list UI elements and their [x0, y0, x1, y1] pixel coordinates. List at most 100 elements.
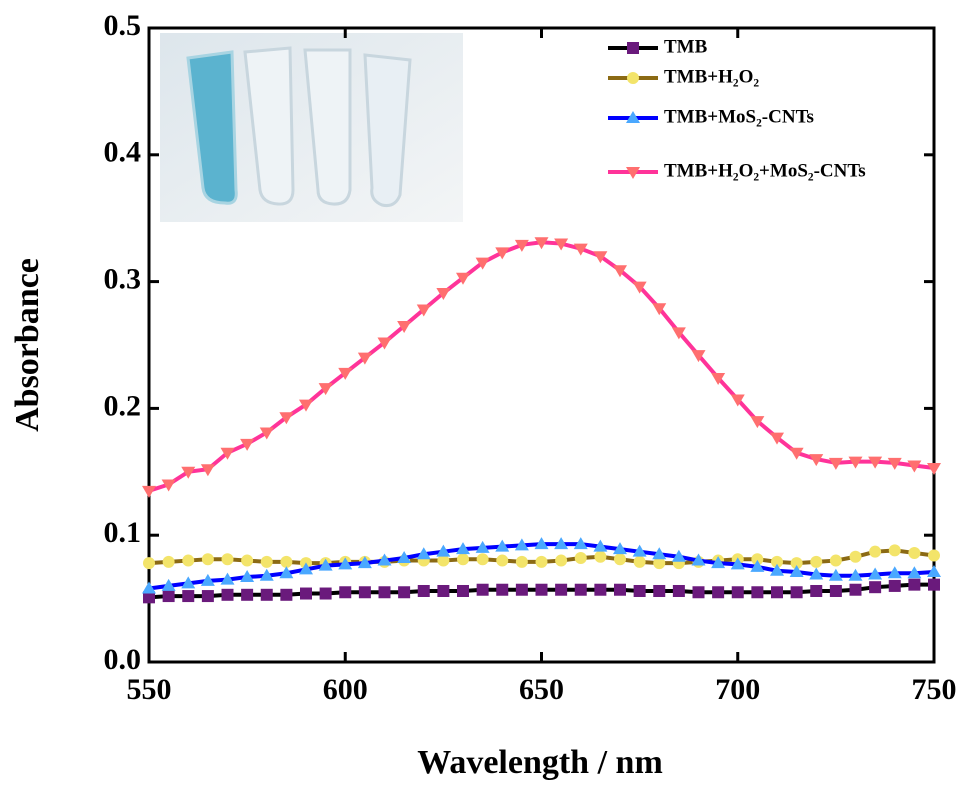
- y-tick-label: 0.0: [104, 643, 142, 676]
- marker: [887, 457, 902, 470]
- marker: [810, 555, 823, 568]
- legend-label: TMB+H₂O₂+MoS₂-CNTs: [664, 160, 866, 181]
- marker: [869, 581, 882, 594]
- marker: [457, 584, 469, 597]
- marker: [652, 547, 667, 560]
- marker: [790, 586, 803, 599]
- marker: [436, 544, 451, 557]
- marker: [849, 583, 862, 596]
- marker: [182, 590, 195, 603]
- marker: [711, 556, 726, 569]
- legend-marker: [627, 72, 639, 84]
- marker: [200, 573, 215, 586]
- marker: [338, 557, 353, 570]
- marker: [730, 394, 745, 407]
- marker: [142, 581, 156, 594]
- legend-marker: [627, 42, 639, 54]
- marker: [907, 566, 922, 579]
- legend-label: TMB: [664, 36, 708, 57]
- marker: [573, 537, 588, 550]
- marker: [357, 556, 372, 569]
- marker: [240, 438, 255, 451]
- marker: [475, 540, 490, 553]
- marker: [829, 554, 842, 567]
- marker: [514, 538, 529, 551]
- marker: [928, 578, 940, 591]
- y-axis-title: Absorbance: [9, 258, 46, 432]
- series: [142, 237, 941, 498]
- x-axis-title: Wavelength / nm: [417, 744, 663, 781]
- marker: [181, 466, 196, 479]
- marker: [534, 537, 549, 550]
- marker: [535, 555, 548, 568]
- marker: [554, 238, 569, 251]
- marker: [437, 554, 450, 567]
- marker: [357, 352, 372, 365]
- marker: [593, 539, 608, 552]
- marker: [594, 550, 607, 563]
- y-tick-label: 0.4: [104, 136, 142, 169]
- marker: [593, 251, 608, 264]
- y-tick-label: 0.5: [104, 9, 142, 42]
- marker: [849, 550, 862, 563]
- marker: [476, 583, 489, 596]
- marker: [299, 399, 313, 412]
- marker: [848, 568, 863, 581]
- marker: [495, 247, 510, 260]
- marker: [789, 564, 804, 577]
- inset-photo: [160, 33, 463, 222]
- series: [143, 578, 940, 604]
- marker: [750, 416, 765, 429]
- marker: [555, 554, 568, 567]
- marker: [456, 542, 470, 555]
- marker: [457, 553, 469, 566]
- x-tick-label: 550: [127, 673, 172, 706]
- marker: [555, 583, 568, 596]
- y-tick-label: 0.3: [104, 262, 142, 295]
- marker: [495, 539, 510, 552]
- marker: [633, 555, 646, 568]
- marker: [908, 578, 921, 591]
- marker: [299, 562, 313, 575]
- marker: [731, 586, 744, 599]
- marker: [143, 557, 155, 570]
- marker: [927, 462, 941, 475]
- marker: [318, 383, 333, 396]
- marker: [868, 567, 883, 580]
- marker: [790, 557, 803, 570]
- marker: [691, 350, 706, 363]
- marker: [398, 586, 411, 599]
- marker: [514, 239, 529, 252]
- marker: [614, 583, 626, 596]
- marker: [338, 367, 353, 380]
- marker: [829, 584, 842, 597]
- marker: [162, 590, 175, 603]
- marker: [339, 586, 352, 599]
- marker: [377, 553, 392, 566]
- marker: [221, 588, 234, 601]
- marker: [750, 559, 765, 572]
- marker: [142, 485, 156, 498]
- marker: [848, 456, 863, 469]
- marker: [300, 587, 312, 600]
- marker: [828, 457, 843, 470]
- marker: [671, 327, 686, 340]
- marker: [751, 586, 764, 599]
- marker: [594, 583, 607, 596]
- marker: [652, 303, 667, 316]
- marker: [515, 555, 528, 568]
- marker: [259, 568, 274, 581]
- series: [142, 537, 941, 594]
- marker: [613, 265, 627, 278]
- marker: [535, 583, 548, 596]
- marker: [653, 557, 666, 570]
- marker: [259, 427, 274, 440]
- marker: [318, 558, 333, 571]
- marker: [200, 464, 215, 477]
- marker: [888, 544, 901, 557]
- marker: [182, 554, 195, 567]
- marker: [633, 584, 646, 597]
- marker: [220, 447, 235, 460]
- marker: [319, 587, 332, 600]
